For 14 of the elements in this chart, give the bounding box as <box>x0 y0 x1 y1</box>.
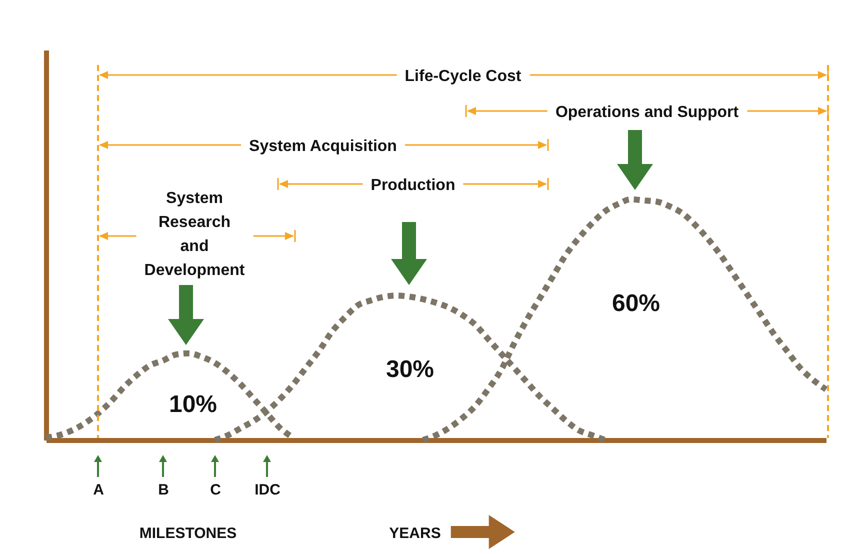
text: Production <box>370 177 456 194</box>
text: MILESTONES <box>139 525 237 542</box>
x-tick-label: IDC <box>254 482 281 498</box>
x-axis-title: YEARS <box>389 525 441 542</box>
x-tick-label: B <box>158 482 170 498</box>
x-tick-label: C <box>210 482 222 498</box>
x-tick-label: A <box>93 482 104 498</box>
text: Operations and Support <box>555 104 740 121</box>
annotation: 30% <box>386 356 434 383</box>
annotation: System Research and Development <box>144 190 246 279</box>
text: System Acquisition <box>249 138 397 155</box>
annotation: 60% <box>612 290 660 317</box>
text: Life-Cycle Cost <box>404 68 522 85</box>
annotation: 10% <box>168 391 218 418</box>
